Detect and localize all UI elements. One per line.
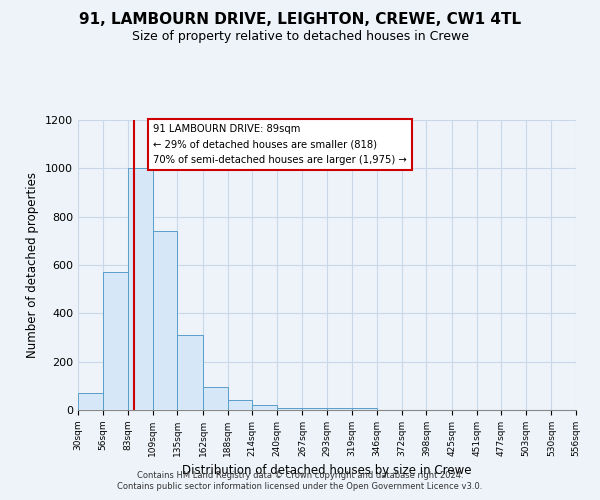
Text: Contains HM Land Registry data © Crown copyright and database right 2024.: Contains HM Land Registry data © Crown c… — [137, 471, 463, 480]
Bar — [327, 408, 352, 410]
Bar — [103, 272, 128, 410]
Bar — [352, 408, 377, 410]
Bar — [203, 387, 227, 410]
Text: 91, LAMBOURN DRIVE, LEIGHTON, CREWE, CW1 4TL: 91, LAMBOURN DRIVE, LEIGHTON, CREWE, CW1… — [79, 12, 521, 28]
Bar — [252, 405, 277, 410]
Bar — [153, 231, 178, 410]
X-axis label: Distribution of detached houses by size in Crewe: Distribution of detached houses by size … — [182, 464, 472, 477]
Bar — [128, 168, 153, 410]
Bar — [78, 393, 103, 410]
Y-axis label: Number of detached properties: Number of detached properties — [26, 172, 40, 358]
Text: Contains public sector information licensed under the Open Government Licence v3: Contains public sector information licen… — [118, 482, 482, 491]
Bar — [277, 408, 302, 410]
Bar — [227, 400, 252, 410]
Bar — [178, 335, 203, 410]
Text: Size of property relative to detached houses in Crewe: Size of property relative to detached ho… — [131, 30, 469, 43]
Text: 91 LAMBOURN DRIVE: 89sqm
← 29% of detached houses are smaller (818)
70% of semi-: 91 LAMBOURN DRIVE: 89sqm ← 29% of detach… — [153, 124, 407, 165]
Bar — [302, 408, 327, 410]
